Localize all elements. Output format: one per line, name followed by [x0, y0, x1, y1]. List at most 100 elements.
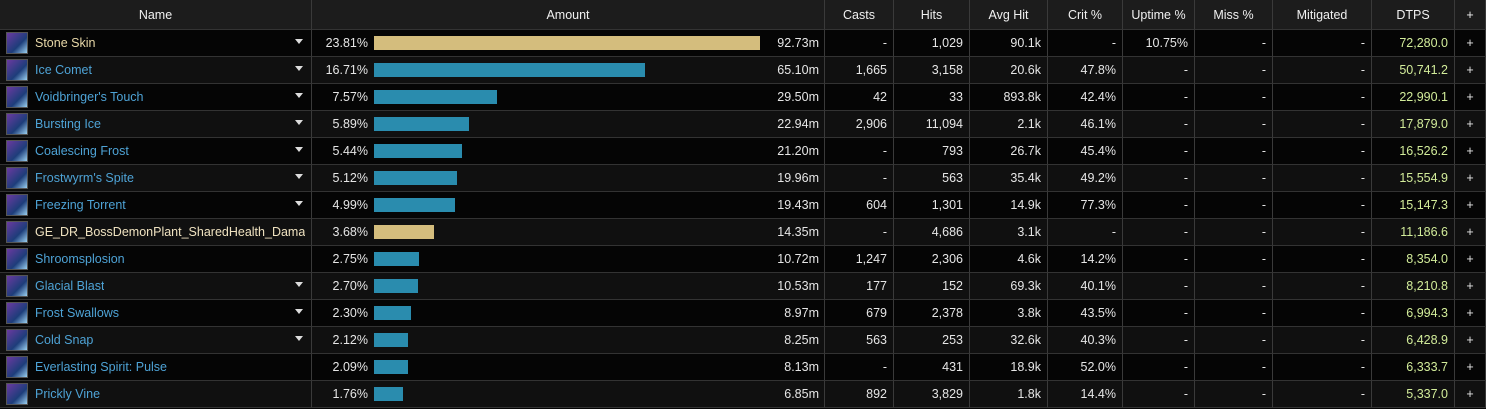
name-cell: Frostwyrm's Spite — [0, 165, 312, 192]
row-plus[interactable]: + — [1466, 360, 1474, 374]
header-cell[interactable]: Casts — [825, 0, 894, 30]
header-cell[interactable]: + — [1455, 0, 1486, 30]
table-row: Bursting Ice 5.89% 22.94m 2,906 11,094 2.1k 46… — [0, 111, 1486, 138]
stat-value: - — [1183, 225, 1188, 239]
header-cell[interactable]: Uptime % — [1123, 0, 1195, 30]
expand-arrow[interactable] — [295, 147, 303, 152]
header-cell[interactable]: DTPS — [1372, 0, 1455, 30]
spell-icon — [6, 140, 28, 162]
header-cell[interactable]: Hits — [894, 0, 970, 30]
table-row: GE_DR_BossDemonPlant_SharedHealth_Damage… — [0, 219, 1486, 246]
stat-cell: 1,247 — [825, 246, 894, 273]
row-plus[interactable]: + — [1466, 306, 1474, 320]
stat-cell: 17,879.0 — [1372, 111, 1455, 138]
spell-name[interactable]: Frostwyrm's Spite — [35, 171, 134, 185]
header-cell[interactable]: Crit % — [1048, 0, 1123, 30]
row-plus[interactable]: + — [1466, 225, 1474, 239]
header-cell[interactable]: Mitigated — [1273, 0, 1372, 30]
stat-cell: 152 — [894, 273, 970, 300]
amount-text: 10.53m — [777, 279, 819, 293]
percent-text: 2.09% — [332, 360, 368, 374]
expand-arrow[interactable] — [295, 66, 303, 71]
stat-value: 6,333.7 — [1406, 360, 1448, 374]
table-row: Glacial Blast 2.70% 10.53m 177 152 69.3k 40.1%… — [0, 273, 1486, 300]
stat-value: 8,354.0 — [1406, 252, 1448, 266]
stat-value: 679 — [866, 306, 887, 320]
stat-value: 90.1k — [1010, 36, 1041, 50]
stat-cell: 431 — [894, 354, 970, 381]
stat-cell: - — [1195, 192, 1273, 219]
table-row: Freezing Torrent 4.99% 19.43m 604 1,301 14.9k… — [0, 192, 1486, 219]
stat-cell: 43.5% — [1048, 300, 1123, 327]
spell-name[interactable]: Freezing Torrent — [35, 198, 126, 212]
amount-bar — [374, 306, 412, 320]
stat-cell: - — [1195, 30, 1273, 57]
spell-name[interactable]: Prickly Vine — [35, 387, 101, 401]
stat-value: - — [1261, 360, 1266, 374]
expand-arrow[interactable] — [295, 120, 303, 125]
row-plus[interactable]: + — [1466, 198, 1474, 212]
expand-arrow[interactable] — [295, 39, 303, 44]
header-cell[interactable]: Name — [0, 0, 312, 30]
stat-cell: 46.1% — [1048, 111, 1123, 138]
stat-value: 32.6k — [1010, 333, 1041, 347]
spell-name[interactable]: Stone Skin — [35, 36, 96, 50]
spell-name[interactable]: Voidbringer's Touch — [35, 90, 144, 104]
spell-name[interactable]: Ice Comet — [35, 63, 92, 77]
spell-name[interactable]: Glacial Blast — [35, 279, 105, 293]
stat-cell: - — [1195, 57, 1273, 84]
row-plus[interactable]: + — [1466, 333, 1474, 347]
spell-name[interactable]: Coalescing Frost — [35, 144, 129, 158]
stat-value: 14.9k — [1010, 198, 1041, 212]
stat-value: 1,665 — [855, 63, 887, 77]
row-plus[interactable]: + — [1466, 90, 1474, 104]
row-action: + — [1455, 354, 1486, 381]
row-action: + — [1455, 30, 1486, 57]
row-plus[interactable]: + — [1466, 36, 1474, 50]
stat-cell: 3.8k — [970, 300, 1048, 327]
spell-name[interactable]: GE_DR_BossDemonPlant_SharedHealth_Damage — [35, 225, 305, 239]
stat-value: - — [1183, 279, 1188, 293]
expand-arrow[interactable] — [295, 93, 303, 98]
row-action: + — [1455, 246, 1486, 273]
spell-name[interactable]: Frost Swallows — [35, 306, 120, 320]
stat-value: - — [1183, 387, 1188, 401]
stat-value: - — [1360, 171, 1365, 185]
row-action: + — [1455, 273, 1486, 300]
spell-name[interactable]: Cold Snap — [35, 333, 94, 347]
row-plus[interactable]: + — [1466, 387, 1474, 401]
header-cell[interactable]: Amount — [312, 0, 825, 30]
stat-value: 793 — [942, 144, 963, 158]
stat-cell: - — [1123, 219, 1195, 246]
table-row: Prickly Vine 1.76% 6.85m 892 3,829 1.8k 14.4% -… — [0, 381, 1486, 408]
spell-name[interactable]: Shroomsplosion — [35, 252, 125, 266]
header-cell[interactable]: Avg Hit — [970, 0, 1048, 30]
table-row: Frost Swallows 2.30% 8.97m 679 2,378 3.8k 43.5… — [0, 300, 1486, 327]
spell-name[interactable]: Bursting Ice — [35, 117, 102, 131]
expand-arrow[interactable] — [295, 282, 303, 287]
amount-bar — [374, 225, 434, 239]
row-plus[interactable]: + — [1466, 117, 1474, 131]
expand-arrow[interactable] — [295, 309, 303, 314]
stat-value: 69.3k — [1010, 279, 1041, 293]
stat-value: 3.1k — [1017, 225, 1041, 239]
row-plus[interactable]: + — [1466, 144, 1474, 158]
stat-value: 42.4% — [1080, 90, 1116, 104]
expand-arrow[interactable] — [295, 336, 303, 341]
row-plus[interactable]: + — [1466, 279, 1474, 293]
expand-arrow[interactable] — [295, 174, 303, 179]
spell-icon — [6, 194, 28, 216]
percent-text: 3.68% — [332, 225, 368, 239]
row-plus[interactable]: + — [1466, 252, 1474, 266]
header-cell[interactable]: Miss % — [1195, 0, 1273, 30]
stat-cell: 563 — [825, 327, 894, 354]
stat-cell: - — [1048, 30, 1123, 57]
stat-value: 2.1k — [1017, 117, 1041, 131]
stat-value: - — [1183, 117, 1188, 131]
row-plus[interactable]: + — [1466, 63, 1474, 77]
stat-value: - — [1360, 387, 1365, 401]
expand-arrow[interactable] — [295, 201, 303, 206]
stat-cell: 679 — [825, 300, 894, 327]
row-plus[interactable]: + — [1466, 171, 1474, 185]
spell-name[interactable]: Everlasting Spirit: Pulse — [35, 360, 168, 374]
